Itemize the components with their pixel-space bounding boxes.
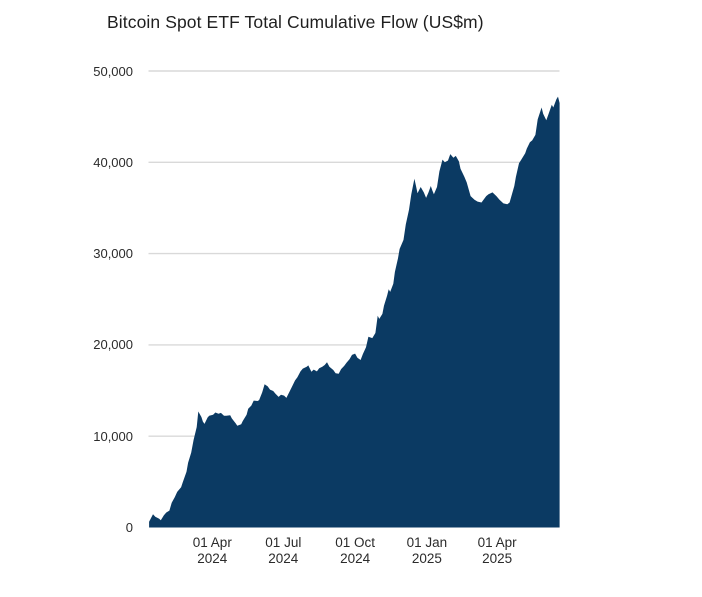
x-axis-tick-label: 01 Jan 2025 [406,535,448,566]
chart-title: Bitcoin Spot ETF Total Cumulative Flow (… [107,12,484,32]
y-axis-tick-label: 40,000 [93,154,133,170]
x-axis-tick-label: 01 Apr 2025 [477,535,517,566]
y-axis-tick-label: 0 [125,520,133,535]
y-axis-tick-label: 30,000 [93,246,133,262]
x-axis-tick-label: 01 Oct 2024 [335,535,375,566]
y-axis-tick-label: 20,000 [93,337,133,353]
x-axis-tick-label: 01 Apr 2024 [192,535,232,566]
y-axis-tick-label: 10,000 [93,428,133,444]
x-axis-tick-label: 01 Jul 2024 [265,535,302,566]
cumulative-flow-area [149,96,560,528]
y-axis-tick-label: 50,000 [93,63,133,79]
